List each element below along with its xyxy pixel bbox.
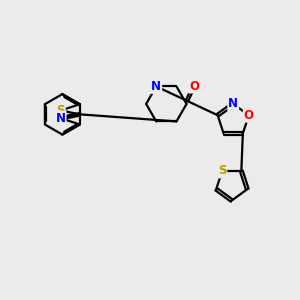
Text: S: S (56, 104, 65, 117)
Text: N: N (151, 80, 161, 93)
Text: O: O (189, 80, 199, 92)
Text: N: N (56, 112, 66, 125)
Text: S: S (218, 164, 226, 178)
Text: N: N (228, 98, 238, 110)
Text: O: O (244, 109, 254, 122)
